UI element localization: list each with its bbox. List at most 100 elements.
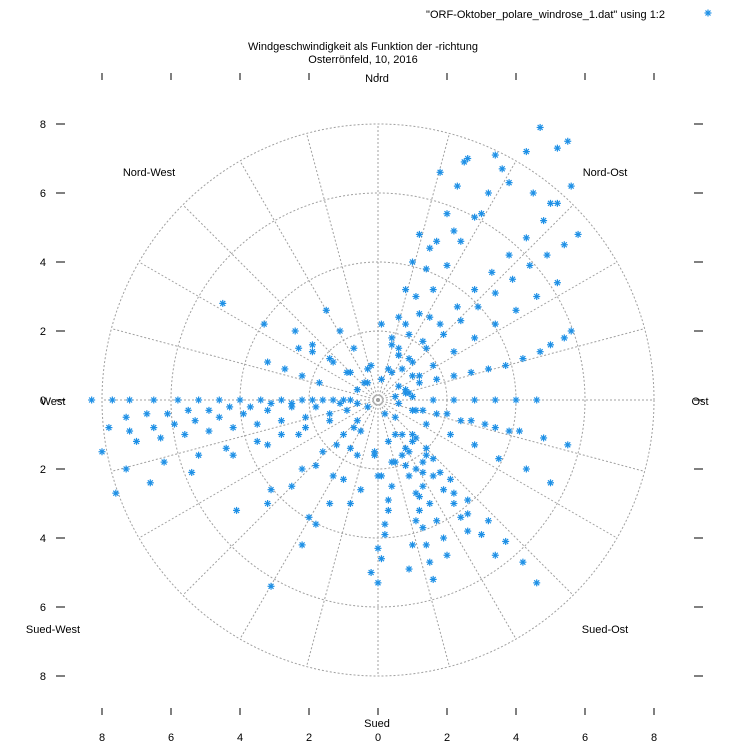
data-point	[215, 396, 223, 404]
grid-spoke	[377, 261, 618, 401]
data-point	[322, 306, 330, 314]
data-point	[478, 210, 485, 218]
compass-north-west: Nord-West	[123, 167, 175, 179]
data-point	[329, 358, 337, 366]
data-point	[440, 486, 448, 494]
data-point	[553, 144, 561, 152]
data-point	[312, 520, 320, 528]
data-point	[357, 427, 365, 435]
data-point	[412, 406, 420, 414]
data-point	[553, 279, 561, 287]
data-point	[429, 286, 437, 294]
data-point	[346, 396, 354, 404]
data-point	[333, 441, 341, 449]
data-point	[336, 399, 344, 407]
data-point	[305, 513, 313, 521]
compass-south: Sued	[364, 718, 390, 730]
data-point	[277, 431, 285, 438]
data-point	[491, 424, 499, 432]
data-point	[522, 148, 530, 156]
data-point	[412, 293, 420, 300]
x-tick-label: 4	[237, 732, 243, 744]
data-point	[326, 500, 334, 507]
data-point	[498, 165, 506, 173]
data-point	[471, 286, 479, 294]
data-point	[519, 355, 527, 363]
compass-north: Nord	[365, 73, 389, 85]
data-point	[505, 179, 513, 187]
data-point	[429, 362, 437, 369]
data-point	[308, 348, 316, 356]
data-point	[491, 289, 499, 297]
data-point	[433, 375, 441, 383]
data-point	[108, 396, 116, 404]
data-point	[422, 344, 430, 352]
data-point	[446, 475, 454, 483]
x-tick-label: 6	[582, 732, 588, 744]
polar-grid	[101, 123, 655, 677]
data-point	[419, 458, 427, 466]
data-point	[415, 379, 423, 387]
data-point	[395, 313, 403, 321]
data-point	[326, 410, 334, 418]
data-point	[253, 420, 261, 428]
x-tick-label: 2	[306, 732, 312, 744]
chart-labels: Windgeschwindigkeit als Funktion der -ri…	[26, 9, 712, 730]
data-point	[319, 396, 327, 404]
data-point	[346, 444, 354, 452]
data-point	[229, 424, 237, 432]
data-point	[533, 293, 541, 300]
data-point	[457, 237, 465, 245]
data-point	[364, 403, 372, 411]
data-point	[453, 182, 461, 190]
x-tick-label: 4	[513, 732, 519, 744]
data-point	[281, 365, 289, 373]
data-point	[188, 468, 196, 476]
x-tick-label: 0	[375, 732, 381, 744]
data-point	[402, 444, 410, 452]
data-point	[402, 286, 410, 294]
data-point	[395, 382, 403, 390]
data-point	[336, 327, 344, 335]
data-point	[505, 427, 513, 435]
data-point	[398, 451, 406, 459]
data-point	[464, 527, 472, 535]
data-point	[264, 500, 272, 507]
data-point	[433, 410, 441, 418]
data-point	[150, 396, 158, 404]
y-tick-label: 8	[40, 671, 46, 683]
data-point	[509, 275, 517, 283]
data-point	[239, 410, 247, 418]
data-point	[419, 337, 427, 345]
data-point	[429, 455, 437, 463]
data-point	[426, 558, 434, 566]
y-tick-label: 2	[40, 326, 46, 338]
data-point	[440, 330, 448, 338]
data-point	[236, 396, 244, 404]
data-point	[329, 396, 337, 404]
data-point	[267, 582, 275, 590]
data-point	[160, 458, 168, 466]
data-point	[181, 431, 189, 438]
data-point	[346, 500, 354, 507]
data-point	[495, 455, 503, 463]
data-point	[433, 237, 441, 245]
data-point	[267, 486, 275, 494]
data-point	[353, 399, 361, 407]
x-tick-label: 8	[651, 732, 657, 744]
data-point	[443, 261, 451, 269]
data-point	[126, 427, 134, 435]
data-point	[315, 379, 323, 387]
grid-ring	[101, 123, 655, 677]
y-tick-label: 4	[40, 533, 46, 545]
data-point	[422, 444, 430, 452]
data-point	[426, 244, 434, 252]
data-point	[450, 348, 458, 356]
compass-west: West	[41, 396, 66, 408]
data-point	[471, 334, 479, 342]
data-point	[426, 500, 434, 507]
data-point	[405, 565, 413, 573]
data-point	[536, 123, 544, 131]
data-point	[391, 431, 399, 438]
data-point	[277, 396, 285, 404]
